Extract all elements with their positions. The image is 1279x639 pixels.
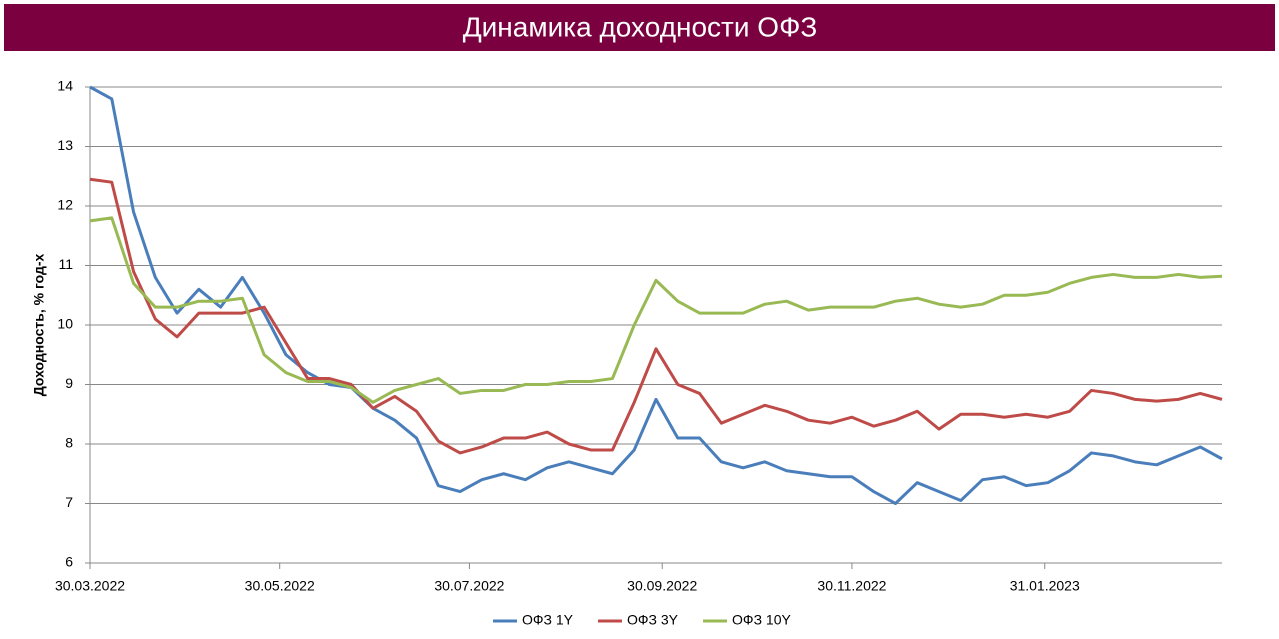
x-tick-label: 30.09.2022 [627,578,697,594]
legend-label: ОФЗ 10Y [732,612,791,628]
y-tick-label: 10 [57,316,73,332]
title-banner [4,4,1275,51]
legend-label: ОФЗ 3Y [627,612,679,628]
x-tick-label: 31.01.2023 [1010,578,1080,594]
x-tick-label: 30.07.2022 [434,578,504,594]
x-tick-label: 30.03.2022 [55,578,125,594]
y-tick-label: 9 [65,375,73,391]
series-line [89,85,1223,505]
chart-title: Динамика доходности ОФЗ [463,11,818,42]
legend-label: ОФЗ 1Y [522,612,574,628]
series-line [89,216,1223,404]
y-axis-label: Доходность, % год-х [31,253,47,396]
y-tick-label: 7 [65,494,73,510]
y-tick-label: 8 [65,435,73,451]
x-tick-label: 30.05.2022 [245,578,315,594]
y-tick-label: 11 [58,256,73,272]
y-tick-label: 6 [65,554,73,570]
y-tick-label: 14 [57,78,73,94]
y-tick-label: 13 [57,137,73,153]
x-tick-label: 30.11.2022 [817,578,886,594]
series-line [89,177,1223,455]
y-tick-label: 12 [57,197,73,213]
